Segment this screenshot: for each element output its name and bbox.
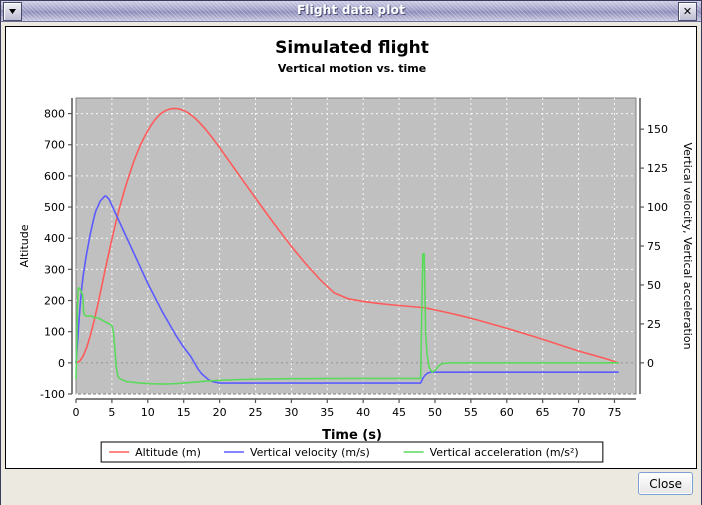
legend-label-2: Vertical acceleration (m/s²) [430, 446, 579, 459]
plot-area-background [75, 97, 637, 395]
legend-label-0: Altitude (m) [135, 446, 201, 459]
chevron-down-icon [9, 8, 16, 14]
left-axis-tick-label: -100 [40, 388, 65, 401]
y2-axis-label: Vertical velocity, Vertical acceleration [681, 142, 694, 349]
x-axis-tick-label: 20 [213, 406, 227, 419]
x-axis-tick-label: 35 [320, 406, 334, 419]
x-axis-tick-label: 60 [500, 406, 514, 419]
x-axis-tick-label: 75 [607, 406, 621, 419]
x-axis-tick-label: 50 [428, 406, 442, 419]
window-titlebar[interactable]: Flight data plot ✕ [1, 1, 701, 22]
left-axis-tick-label: 600 [44, 170, 65, 183]
flight-data-chart: Simulated flight Vertical motion vs. time… [18, 38, 694, 463]
x-axis-tick-label: 45 [392, 406, 406, 419]
left-axis-tick-label: 800 [44, 108, 65, 121]
chart-subtitle: Vertical motion vs. time [278, 62, 426, 75]
left-axis-tick-label: 200 [44, 295, 65, 308]
x-axis-tick-label: 10 [141, 406, 155, 419]
right-axis-tick-label: 125 [647, 162, 668, 175]
x-axis-label: Time (s) [322, 428, 382, 443]
x-axis-tick-label: 55 [464, 406, 478, 419]
right-axis-tick-label: 0 [647, 357, 654, 370]
x-axis-tick-label: 70 [572, 406, 586, 419]
right-axis-tick-label: 50 [647, 279, 661, 292]
right-axis-tick-label: 25 [647, 318, 661, 331]
chart-legend: Altitude (m) Vertical velocity (m/s) Verti… [100, 441, 604, 463]
series-line-0 [75, 107, 619, 364]
close-button[interactable]: Close [638, 472, 693, 495]
x-axis-tick-label: 65 [536, 406, 550, 419]
right-axis-tick-label: 100 [647, 201, 668, 214]
y-axis-label: Altitude [18, 224, 31, 267]
series-line-2 [75, 252, 619, 385]
window-menu-icon[interactable] [3, 1, 22, 21]
x-axis-tick-label: 15 [177, 406, 191, 419]
right-axis-tick-label: 150 [647, 123, 668, 136]
left-axis-tick-label: 400 [44, 232, 65, 245]
close-window-button[interactable]: ✕ [678, 1, 697, 21]
left-axis-tick-label: 700 [44, 139, 65, 152]
dialog-button-bar: Close [5, 469, 697, 502]
left-axis-tick-label: 500 [44, 201, 65, 214]
x-axis-tick-label: 5 [108, 406, 115, 419]
close-icon: ✕ [682, 4, 693, 18]
left-axis-tick-label: 100 [44, 326, 65, 339]
window-title: Flight data plot [296, 3, 406, 17]
chart-title: Simulated flight [275, 38, 429, 58]
x-axis-tick-label: 0 [73, 406, 80, 419]
legend-label-1: Vertical velocity (m/s) [250, 446, 370, 459]
series-line-1 [75, 195, 619, 384]
x-axis-tick-label: 25 [248, 406, 262, 419]
legend-box [100, 441, 604, 463]
left-axis-tick-label: 0 [58, 357, 65, 370]
x-axis-tick-label: 40 [356, 406, 370, 419]
chart-panel: Simulated flight Vertical motion vs. time… [5, 26, 697, 469]
dialog-content: Simulated flight Vertical motion vs. time… [1, 22, 701, 505]
right-axis-tick-label: 75 [647, 240, 661, 253]
x-axis-tick-label: 30 [284, 406, 298, 419]
left-axis-tick-label: 300 [44, 263, 65, 276]
